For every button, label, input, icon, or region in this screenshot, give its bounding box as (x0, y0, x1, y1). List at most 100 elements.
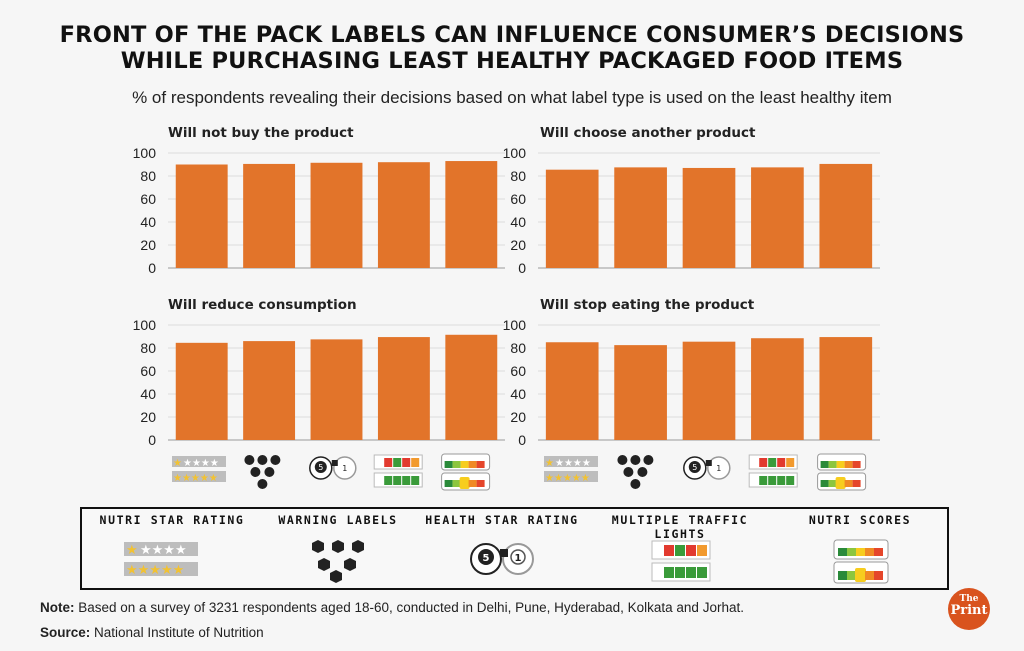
y-tick-label: 0 (148, 260, 156, 276)
y-tick-label: 80 (140, 340, 156, 356)
bar-multiple-traffic-lights (751, 167, 804, 268)
warning-labels-icon (244, 455, 281, 489)
nutri-scores-icon (833, 539, 889, 584)
y-tick-label: 60 (510, 191, 526, 207)
svg-text:1: 1 (716, 464, 721, 473)
title-line-1: FRONT OF THE PACK LABELS CAN INFLUENCE C… (59, 22, 965, 48)
bar-warning-labels (614, 167, 667, 268)
footer-source: Source: National Institute of Nutrition (40, 625, 264, 640)
y-tick-label: 40 (510, 386, 526, 402)
source-label: Source: (40, 625, 91, 640)
y-tick-label: 80 (510, 340, 526, 356)
label-icon-slot (817, 453, 867, 491)
nutri-star-rating-icon: ★ ★★★★★★★★★ (544, 456, 598, 484)
svg-text:1: 1 (515, 553, 522, 564)
multiple-traffic-lights-icon (373, 454, 423, 488)
bar-multiple-traffic-lights (377, 162, 430, 268)
label-icons-row-right: ★ ★★★★★★★★★5 1 (544, 453, 867, 491)
y-tick-label: 0 (518, 432, 526, 448)
bar-health-star-rating (310, 162, 363, 268)
bar-nutri-star-rating (545, 342, 599, 440)
label-icon-slot: ★ ★★★★★★★★★ (544, 456, 598, 484)
y-tick-label: 100 (133, 317, 157, 333)
bar-warning-labels (243, 341, 296, 440)
y-tick-label: 20 (510, 409, 526, 425)
nutri-scores-icon (441, 453, 491, 491)
legend-label: NUTRI STAR RATING (99, 513, 245, 527)
y-tick-label: 40 (140, 386, 156, 402)
legend-item-multiple-traffic-lights: MULTIPLE TRAFFIC LIGHTS (590, 509, 770, 589)
y-tick-label: 80 (510, 168, 526, 184)
legend-item-nutri-star-rating: NUTRI STAR RATING ★ ★★★★ ★★★★★ (82, 509, 262, 589)
svg-text:5: 5 (483, 553, 490, 564)
bar-nutri-star-rating (175, 342, 228, 440)
note-text: Based on a survey of 3231 respondents ag… (78, 600, 744, 615)
legend-item-warning-labels: WARNING LABELS (248, 509, 428, 589)
svg-text:★: ★ (173, 458, 182, 469)
chart-3-title: Will reduce consumption (168, 297, 357, 313)
y-tick-label: 20 (140, 237, 156, 253)
charts-area: Will not buy the product 0 20 40 60 80 100 Will… (133, 125, 880, 448)
chart-subtitle: % of respondents revealing their decisio… (132, 88, 892, 107)
label-icon-slot (748, 454, 798, 488)
bar-nutri-star-rating (175, 164, 228, 268)
svg-text:5: 5 (692, 463, 697, 472)
svg-text:★★★★★: ★★★★★ (173, 473, 218, 484)
bar-health-star-rating (682, 167, 736, 268)
health-star-rating-icon: 5 1 (470, 543, 534, 575)
bar-multiple-traffic-lights (377, 337, 430, 440)
y-tick-label: 40 (140, 214, 156, 230)
label-icon-slot (441, 453, 491, 491)
the-print-logo: The Print (948, 588, 990, 630)
bar-nutri-scores (445, 161, 498, 268)
svg-text:★★★★★: ★★★★★ (545, 473, 590, 484)
svg-text:1: 1 (342, 464, 347, 473)
bar-nutri-star-rating (545, 169, 599, 268)
source-text: National Institute of Nutrition (94, 625, 264, 640)
y-tick-label: 40 (510, 214, 526, 230)
y-tick-label: 0 (148, 432, 156, 448)
bar-nutri-scores (819, 163, 873, 268)
multiple-traffic-lights-icon (651, 540, 711, 582)
bar-warning-labels (614, 345, 667, 440)
chart-title-main: FRONT OF THE PACK LABELS CAN INFLUENCE C… (0, 22, 1024, 74)
svg-text:★★★★★: ★★★★★ (126, 563, 184, 578)
legend-box: NUTRI STAR RATING ★ ★★★★ ★★★★★ WARNING L… (80, 507, 949, 590)
bar-nutri-scores (445, 334, 498, 440)
label-icons-row-left: ★ ★★★★★★★★★5 1 (172, 453, 491, 491)
y-tick-label: 20 (140, 409, 156, 425)
legend-label: MULTIPLE TRAFFIC LIGHTS (611, 513, 749, 541)
bar-nutri-scores (819, 337, 873, 440)
legend-label: HEALTH STAR RATING (425, 513, 579, 527)
nutri-star-rating-icon: ★ ★★★★ ★★★★★ (124, 542, 198, 578)
multiple-traffic-lights-icon (748, 454, 798, 488)
title-line-2: WHILE PURCHASING LEAST HEALTHY PACKAGED … (120, 48, 904, 74)
y-tick-label: 20 (510, 237, 526, 253)
logo-the: The (959, 594, 979, 604)
y-tick-label: 60 (140, 191, 156, 207)
label-icon-slot (373, 454, 423, 488)
bar-warning-labels (243, 163, 296, 268)
y-tick-label: 60 (510, 363, 526, 379)
nutri-scores-icon (817, 453, 867, 491)
y-tick-label: 100 (133, 145, 157, 161)
legend-label: NUTRI SCORES (808, 513, 912, 527)
chart-4-title: Will stop eating the product (540, 297, 755, 313)
label-icon-slot: ★ ★★★★★★★★★ (172, 456, 226, 484)
svg-text:★: ★ (545, 458, 554, 469)
note-label: Note: (40, 600, 75, 615)
svg-text:★★★★: ★★★★ (555, 458, 591, 469)
label-icon-slot (617, 455, 654, 489)
y-tick-label: 80 (140, 168, 156, 184)
warning-labels-icon (312, 540, 364, 583)
bar-multiple-traffic-lights (751, 338, 804, 440)
svg-text:5: 5 (318, 463, 323, 472)
y-tick-label: 60 (140, 363, 156, 379)
footer-note: Note: Based on a survey of 3231 responde… (40, 600, 744, 615)
y-tick-label: 100 (503, 145, 527, 161)
legend-item-nutri-scores: NUTRI SCORES (770, 509, 950, 589)
label-icon-slot (244, 455, 281, 489)
